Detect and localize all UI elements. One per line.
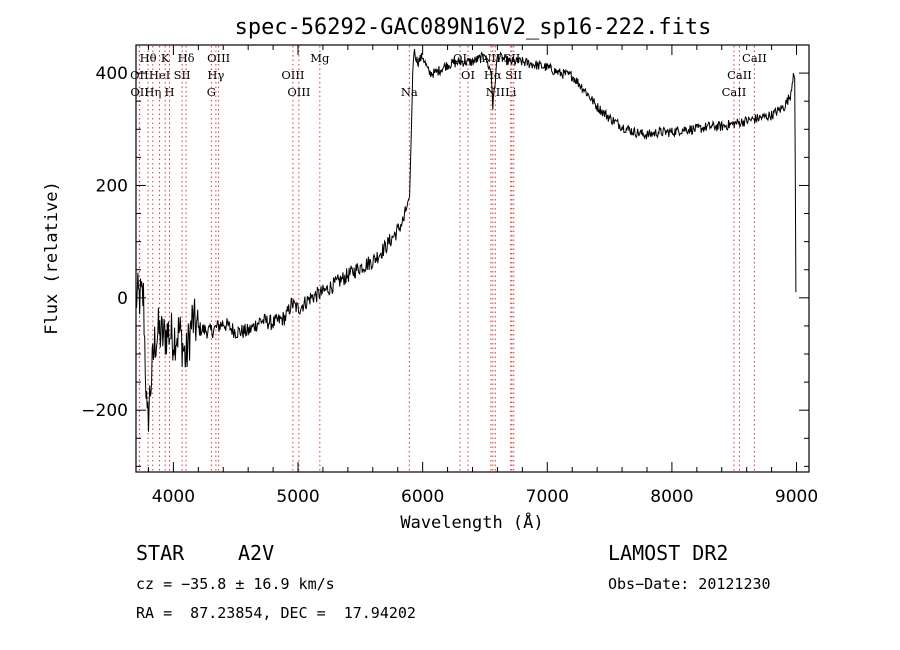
line-marker-label-8: Hδ [178, 51, 195, 65]
line-marker-label-7: SII [174, 68, 191, 82]
line-marker-label-0: Hθ [140, 51, 157, 65]
survey-name: LAMOST DR2 [608, 541, 729, 565]
line-marker-label-17: OI [461, 68, 475, 82]
y-tick-label-1: 0 [117, 289, 128, 309]
line-marker-label-18: NII [481, 51, 500, 65]
sky-coordinates: RA = 87.23854, DEC = 17.94202 [136, 604, 416, 622]
line-marker-label-19: Hα [484, 68, 502, 82]
line-marker-label-2: OII [130, 85, 149, 99]
flux-line-0 [135, 48, 797, 432]
line-marker-label-23: Li [505, 85, 517, 99]
redshift-cz: cz = −35.8 ± 16.9 km/s [136, 575, 335, 593]
line-marker-label-13: OIII [287, 85, 310, 99]
x-tick-label-5: 9000 [775, 487, 818, 507]
y-tick-label-3: 400 [96, 64, 128, 84]
line-marker-label-14: Mg [310, 51, 330, 65]
flux-series [135, 48, 797, 432]
chart-title: spec-56292-GAC089N16V2_sp16-222.fits [235, 15, 712, 40]
line-marker-label-5: K [161, 51, 170, 65]
plot-frame [135, 44, 810, 473]
x-tick-label-3: 7000 [526, 487, 569, 507]
y-axis-label: Flux (relative) [42, 181, 62, 335]
x-tick-label-0: 4000 [152, 487, 195, 507]
line-marker-label-4: HeI [149, 68, 170, 82]
line-marker-label-15: Na [401, 85, 418, 99]
y-tick-label-0: −200 [81, 401, 128, 421]
line-marker-label-22: SII [505, 68, 522, 82]
line-marker-label-24: CaII [742, 51, 767, 65]
axis-ticks: 4000 5000 6000 7000 8000 9000 −200 0 200 400 [81, 45, 818, 507]
line-marker-label-6: H [165, 85, 175, 99]
line-marker-label-16: OI [453, 51, 467, 65]
x-tick-label-1: 5000 [276, 487, 319, 507]
x-tick-label-4: 8000 [650, 487, 693, 507]
spectral-subclass: A2V [238, 541, 275, 565]
line-marker-label-1: OII [130, 68, 149, 82]
line-marker-label-26: CaII [722, 85, 747, 99]
y-tick-label-2: 200 [96, 176, 128, 196]
observation-date: Obs−Date: 20121230 [608, 575, 771, 593]
line-marker-label-12: OIII [281, 68, 304, 82]
x-tick-label-2: 6000 [401, 487, 444, 507]
line-marker-label-10: Hγ [207, 68, 224, 82]
x-axis-label: Wavelength (Å) [400, 511, 543, 533]
line-marker-label-11: G [207, 85, 216, 99]
line-marker-label-20: NII [486, 85, 505, 99]
object-class: STAR [136, 541, 185, 565]
line-marker-label-3: Hη [144, 85, 161, 99]
line-marker-label-9: OIII [207, 51, 230, 65]
line-marker-label-25: CaII [727, 68, 752, 82]
